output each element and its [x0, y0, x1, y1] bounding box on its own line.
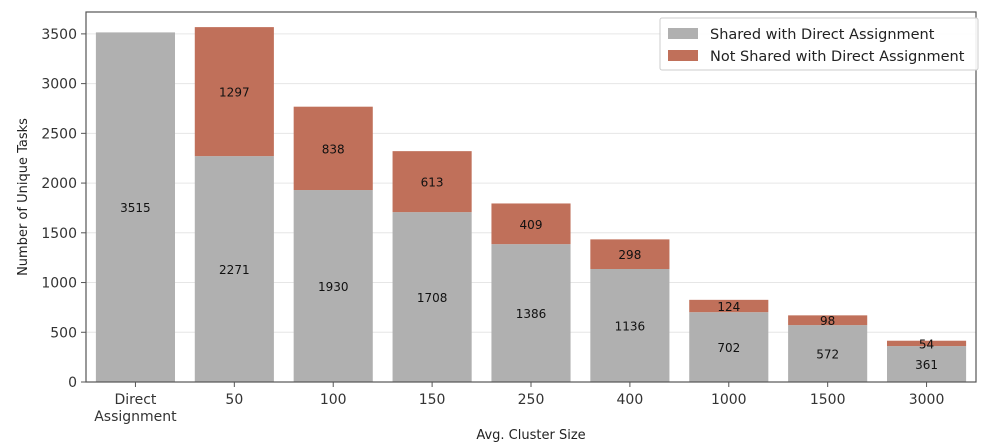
- bar-value-label: 409: [520, 218, 543, 232]
- x-tick-label: 1000: [711, 392, 747, 408]
- bar-segment-not-shared: [689, 299, 769, 313]
- bar-segment-not-shared: [491, 203, 571, 245]
- y-axis: 0 500 1000 1500 2000 2500 3000 3500: [41, 27, 86, 391]
- bar-segment-shared: [95, 32, 175, 383]
- bar-segment-not-shared: [788, 315, 868, 326]
- y-tick-label: 0: [68, 375, 77, 391]
- bar-value-label: 298: [618, 248, 641, 262]
- bar-segment-not-shared: [194, 27, 274, 157]
- y-tick-label: 2000: [41, 176, 77, 192]
- bar-segment-shared: [194, 156, 274, 382]
- bar-segment-not-shared: [392, 151, 472, 213]
- bar-segment-shared: [293, 190, 373, 382]
- legend-swatch: [668, 50, 698, 61]
- bar-value-label: 1930: [318, 280, 349, 294]
- x-tick-label: Direct Assignment: [94, 392, 177, 425]
- bar-value-label: 2271: [219, 263, 250, 277]
- y-tick-label: 3000: [41, 77, 77, 93]
- x-tick-label: 150: [419, 392, 446, 408]
- bar-segment-shared: [788, 325, 868, 382]
- bar-segment-not-shared: [887, 340, 967, 347]
- bar-value-label: 1386: [516, 307, 547, 321]
- bar-labels: 3515 2271 1297 1930 838 1708 613 1386 409 1136 298…: [120, 86, 938, 372]
- bar-value-label: 3515: [120, 201, 151, 215]
- bar-segment-not-shared: [293, 106, 373, 191]
- bar-value-label: 361: [915, 358, 938, 372]
- legend: Shared with Direct Assignment Not Shared …: [659, 17, 979, 71]
- bar-value-label: 1136: [615, 320, 646, 334]
- x-axis-title: Avg. Cluster Size: [476, 428, 585, 443]
- bar-value-label: 1708: [417, 291, 448, 305]
- x-tick-label: 1500: [810, 392, 846, 408]
- bar-segment-not-shared: [590, 239, 670, 270]
- bar-value-label: 124: [717, 300, 740, 314]
- x-tick-label: 50: [225, 392, 243, 408]
- bars: [95, 27, 967, 383]
- bar-segment-shared: [590, 269, 670, 382]
- legend-label: Not Shared with Direct Assignment: [710, 49, 965, 65]
- bar-segment-shared: [689, 312, 769, 382]
- bar-segment-shared: [887, 346, 967, 382]
- y-tick-label: 1000: [41, 276, 77, 292]
- y-tick-label: 500: [50, 325, 77, 341]
- bar-segment-shared: [392, 212, 472, 382]
- y-axis-title: Number of Unique Tasks: [16, 118, 31, 276]
- legend-label: Shared with Direct Assignment: [710, 27, 935, 43]
- bar-value-label: 572: [816, 348, 839, 362]
- bar-value-label: 838: [322, 142, 345, 156]
- x-tick-label: 100: [320, 392, 347, 408]
- y-tick-label: 2500: [41, 126, 77, 142]
- bar-value-label: 98: [820, 314, 835, 328]
- bar-value-label: 613: [421, 176, 444, 190]
- bar-segment-shared: [491, 244, 571, 382]
- y-tick-label: 3500: [41, 27, 77, 43]
- legend-swatch: [668, 28, 698, 39]
- y-tick-label: 1500: [41, 226, 77, 242]
- x-tick-label: 3000: [909, 392, 945, 408]
- x-tick-label: 250: [518, 392, 545, 408]
- legend-box: [659, 17, 979, 71]
- bar-value-label: 702: [717, 341, 740, 355]
- x-axis: Direct Assignment 50 100 150 250 400 1000 1500 30…: [94, 382, 944, 425]
- x-tick-label: 400: [617, 392, 644, 408]
- bar-value-label: 1297: [219, 86, 250, 100]
- bar-value-label: 54: [919, 337, 934, 351]
